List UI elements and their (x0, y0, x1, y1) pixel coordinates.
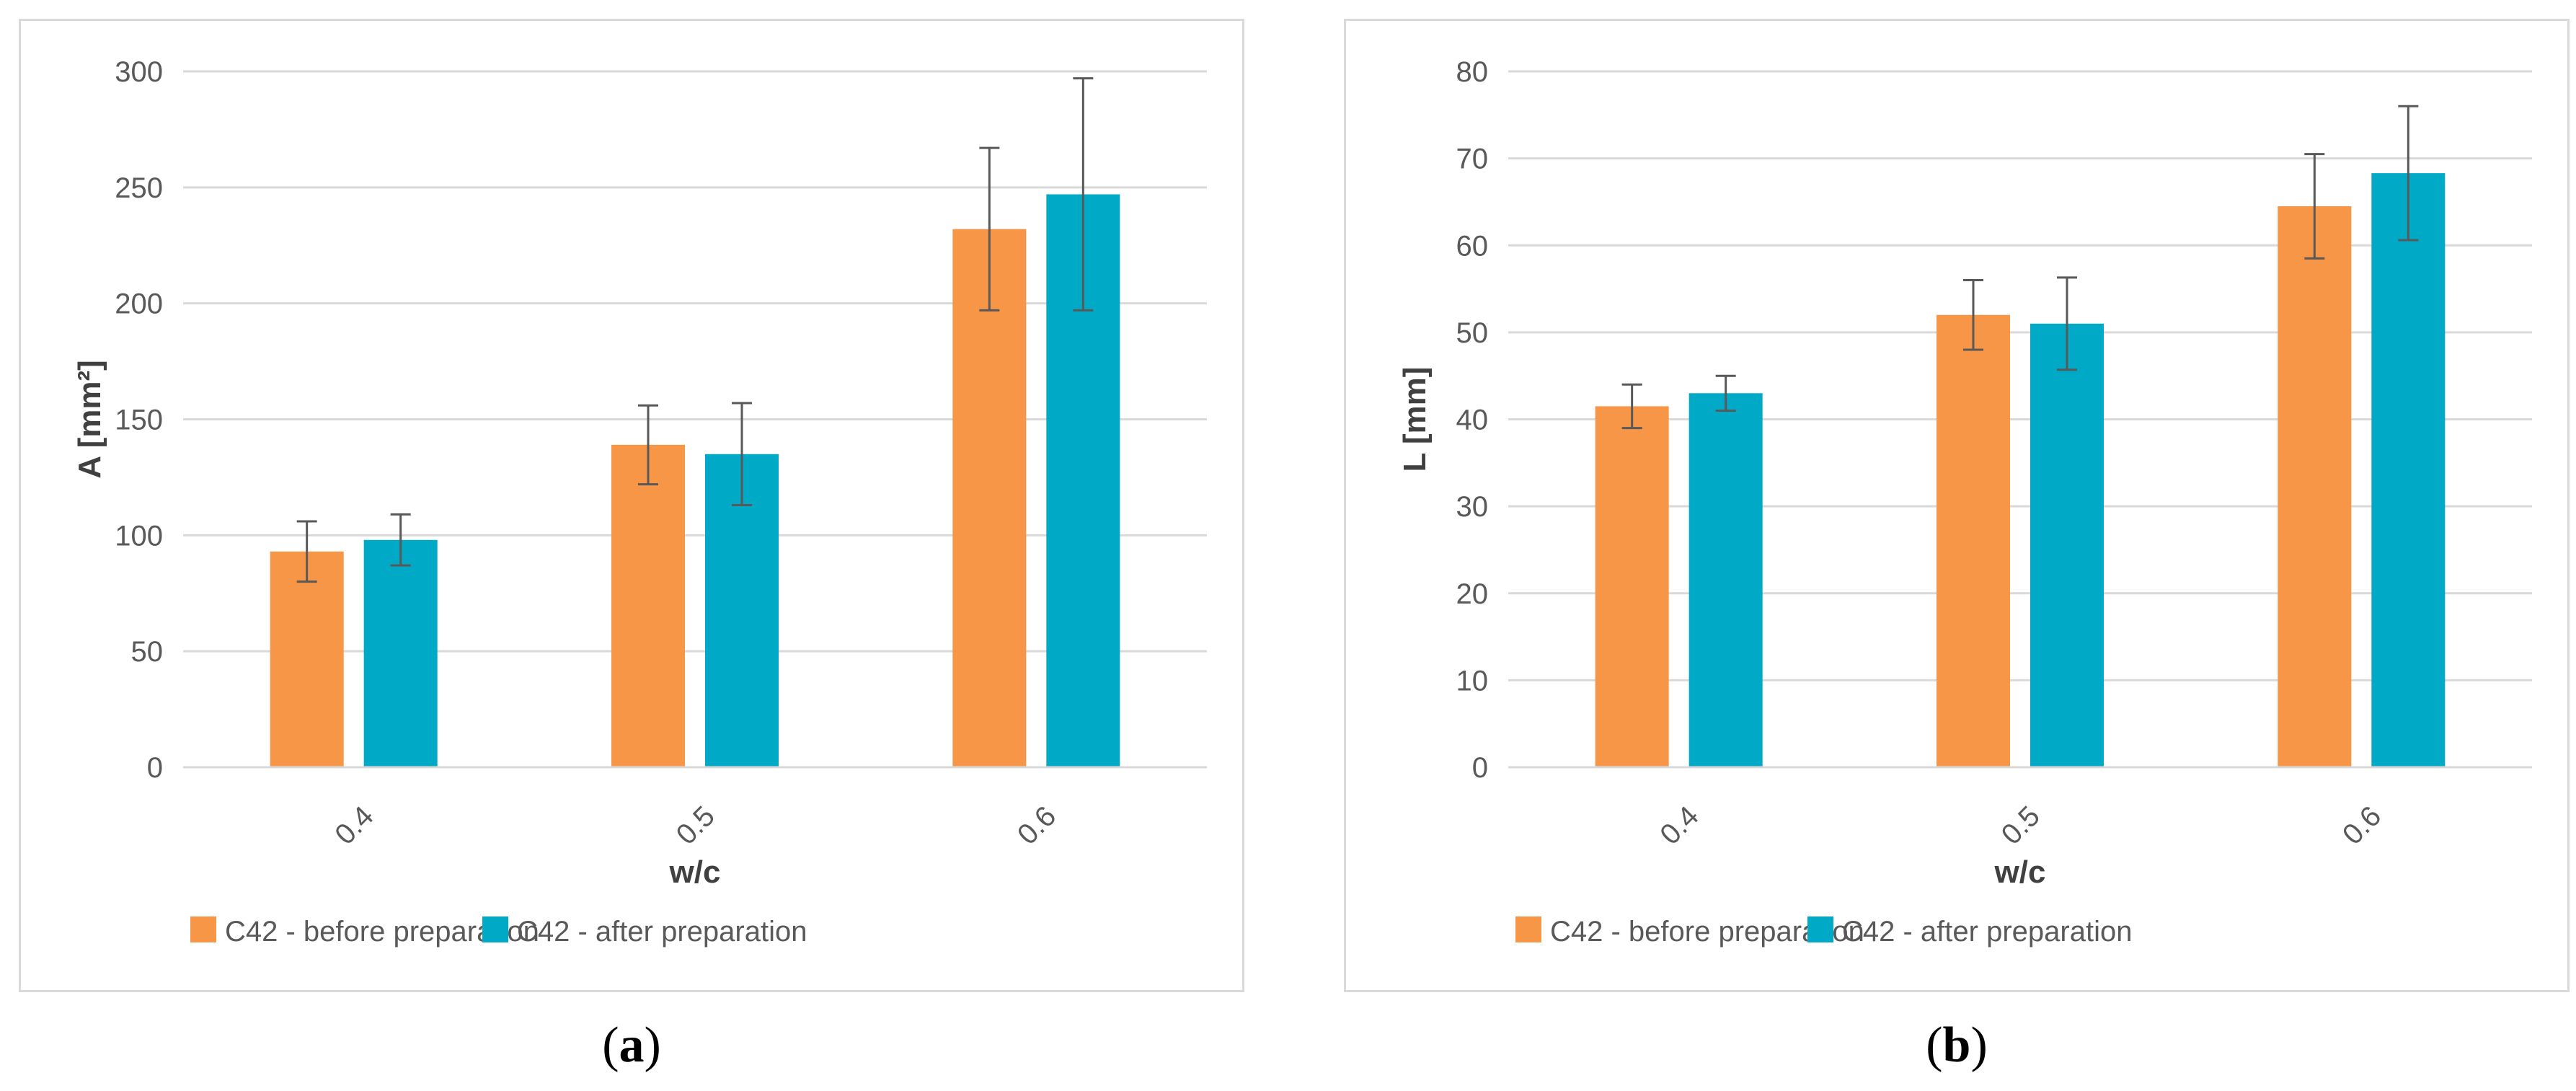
chart-a-svg: 0 50 100 150 200 250 300 0.4 0.5 0.6 w/c A [mm²] C42… (72, 56, 1207, 948)
legend-label: C42 - after preparation (517, 916, 807, 948)
y-tick-label: 0 (1472, 752, 1488, 784)
bar (952, 229, 1027, 767)
y-tick-label: 50 (131, 636, 164, 668)
y-tick-label: 50 (1456, 317, 1489, 349)
x-tick-label: 0.4 (1654, 800, 1704, 851)
chart-b-svg: 0 10 20 30 40 50 60 70 80 0.4 0.5 0.6 w/c L [mm] C42 -… (1397, 56, 2532, 948)
caption-a: (a) (602, 1017, 661, 1073)
y-tick-label: 10 (1456, 665, 1489, 697)
legend-swatch (190, 916, 216, 942)
bar (1595, 406, 1669, 767)
legend-swatch (482, 916, 508, 942)
y-axis-title: L [mm] (1397, 367, 1433, 472)
bar (1937, 314, 2010, 767)
y-tick-label: 150 (115, 405, 163, 436)
y-tick-label: 40 (1456, 405, 1489, 436)
caption-b: (b) (1926, 1017, 1988, 1073)
chart-panel-a: 0 50 100 150 200 250 300 0.4 0.5 0.6 w/c A [mm²] C42… (19, 19, 1244, 992)
caption-a-letter: a (619, 1017, 645, 1073)
y-tick-label: 300 (115, 56, 163, 88)
x-tick-label: 0.4 (329, 800, 379, 851)
legend-label: C42 - after preparation (1842, 916, 2132, 948)
y-tick-label: 0 (147, 752, 163, 784)
bar (1688, 393, 1763, 767)
x-tick-label: 0.6 (1012, 800, 1062, 851)
bar (611, 444, 685, 767)
y-tick-label: 30 (1456, 491, 1489, 523)
y-tick-label: 100 (115, 520, 163, 552)
x-tick-label: 0.5 (1996, 800, 2046, 851)
x-axis-title: w/c (669, 854, 721, 890)
y-tick-label: 60 (1456, 230, 1489, 262)
x-tick-label: 0.6 (2337, 800, 2387, 851)
bar (2030, 323, 2104, 767)
legend-swatch (1515, 916, 1541, 942)
bar (270, 551, 344, 767)
x-axis-title: w/c (1994, 854, 2046, 890)
bar (2278, 206, 2352, 767)
y-tick-label: 20 (1456, 578, 1489, 610)
caption-b-letter: b (1942, 1017, 1971, 1073)
y-tick-label: 80 (1456, 56, 1489, 88)
x-tick-label: 0.5 (670, 800, 721, 851)
y-axis-title: A [mm²] (72, 360, 107, 479)
bar (363, 539, 438, 767)
y-tick-label: 250 (115, 172, 163, 204)
y-tick-label: 70 (1456, 143, 1489, 175)
chart-panel-b: 0 10 20 30 40 50 60 70 80 0.4 0.5 0.6 w/c L [mm] C42 -… (1344, 19, 2570, 992)
bar (2371, 173, 2446, 768)
legend-swatch (1807, 916, 1833, 942)
y-tick-label: 200 (115, 288, 163, 320)
bar (705, 454, 779, 767)
